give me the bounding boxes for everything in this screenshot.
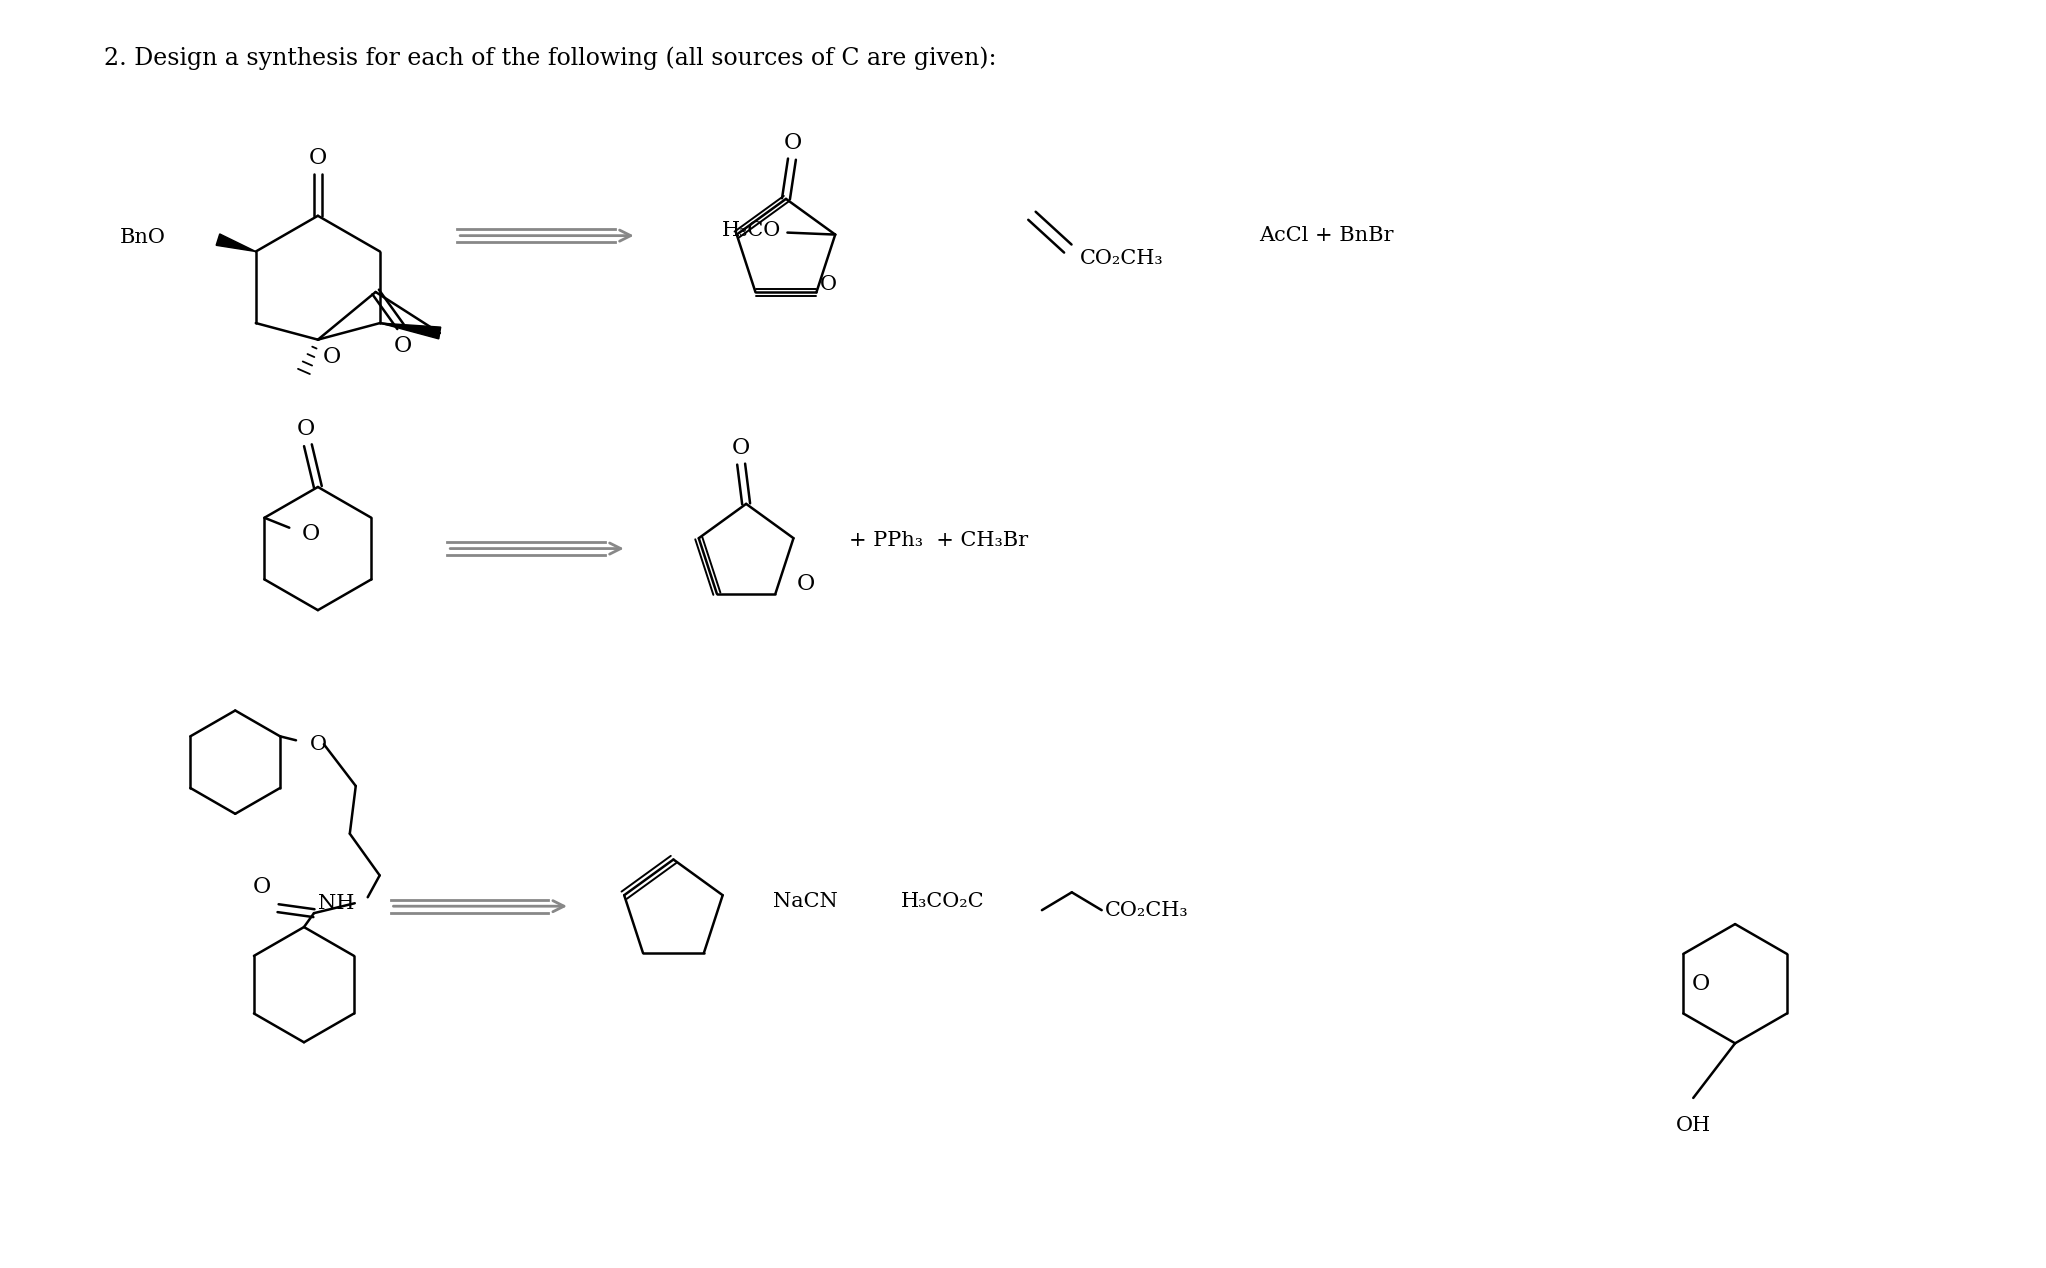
Text: O: O	[393, 335, 411, 356]
Polygon shape	[217, 233, 256, 251]
Text: + PPh₃  + CH₃Br: + PPh₃ + CH₃Br	[849, 531, 1027, 550]
Text: O: O	[796, 573, 814, 595]
Text: O: O	[254, 876, 272, 898]
Text: O: O	[784, 132, 802, 155]
Text: O: O	[309, 734, 327, 753]
Text: O: O	[732, 437, 751, 459]
Text: H₃CO₂C: H₃CO₂C	[900, 891, 984, 910]
Text: AcCl + BnBr: AcCl + BnBr	[1258, 226, 1393, 245]
Text: OH: OH	[1676, 1116, 1710, 1135]
Text: O: O	[1692, 973, 1710, 994]
Text: O: O	[309, 147, 327, 169]
Text: O: O	[301, 522, 319, 545]
Text: CO₂CH₃: CO₂CH₃	[1080, 249, 1164, 268]
Polygon shape	[381, 323, 440, 339]
Text: CO₂CH₃: CO₂CH₃	[1105, 900, 1189, 919]
Text: H₃CO: H₃CO	[722, 221, 782, 240]
Text: O: O	[820, 275, 837, 294]
Text: NH: NH	[319, 894, 354, 913]
Text: O: O	[297, 418, 315, 440]
Text: BnO: BnO	[121, 228, 166, 247]
Text: O: O	[323, 346, 342, 368]
Text: 2. Design a synthesis for each of the following (all sources of C are given):: 2. Design a synthesis for each of the fo…	[104, 47, 996, 71]
Text: NaCN: NaCN	[773, 891, 837, 910]
